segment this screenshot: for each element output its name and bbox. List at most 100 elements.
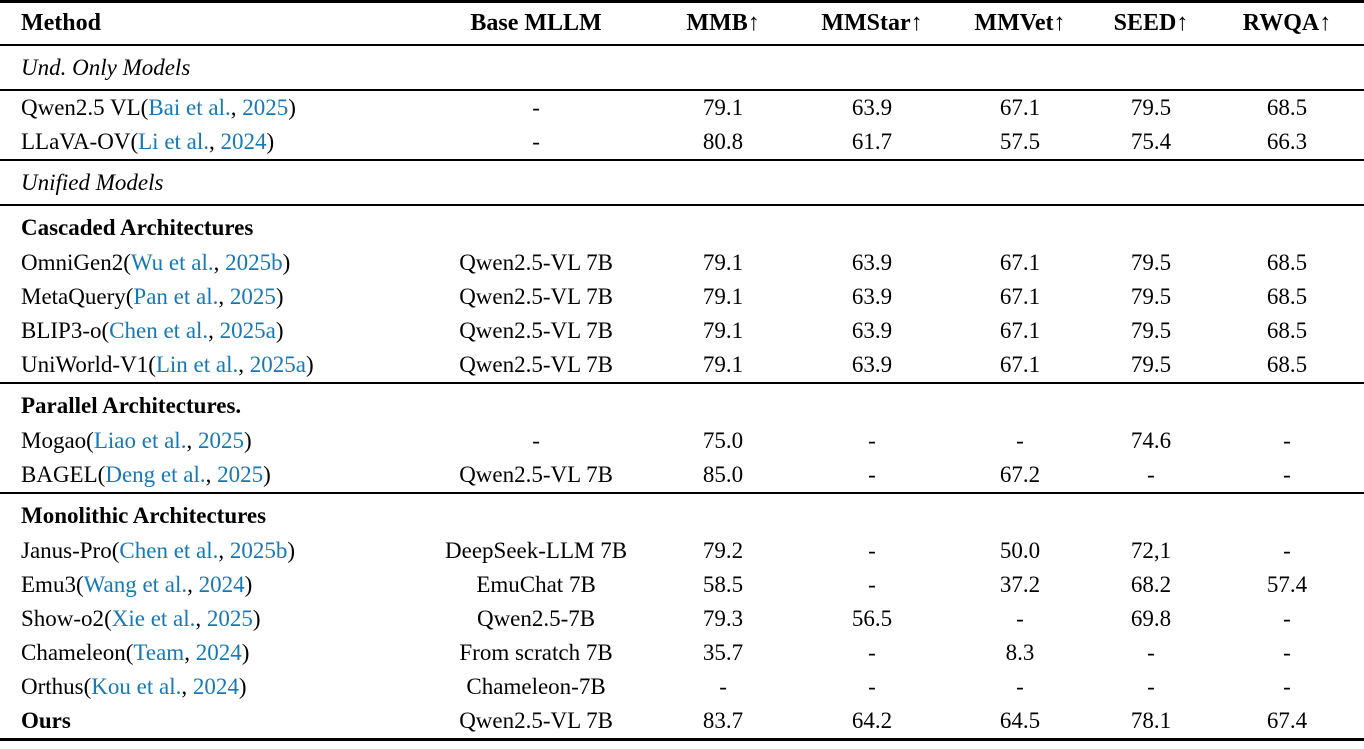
- citation-author-link[interactable]: Wu et al.: [130, 250, 214, 275]
- metric-cell: 79.5: [1091, 89, 1210, 125]
- metric-cell: 69.8: [1130, 606, 1172, 631]
- metric-cell: 58.5: [702, 572, 744, 597]
- metric-cell: 67.2: [999, 462, 1041, 487]
- metric-cell: 72,1: [1130, 538, 1172, 563]
- citation-year-link[interactable]: 2025a: [249, 352, 306, 377]
- metric-cell: 75.0: [702, 428, 744, 453]
- base-mllm-cell: Qwen2.5-VL 7B: [459, 284, 613, 309]
- metric-cell: 78.1: [1130, 708, 1172, 733]
- method-cell: UniWorld-V1(Lin et al., 2025a): [21, 352, 314, 377]
- metric-cell: 35.7: [702, 640, 744, 665]
- metric-cell: 79.5: [1130, 250, 1172, 275]
- base-mllm-cell: -: [532, 129, 540, 154]
- header-row: Method Base MLLM MMB↑ MMStar↑ MMVet↑ SEE…: [0, 1, 1364, 46]
- metric-cell: -: [1016, 674, 1024, 699]
- method-cell: OmniGen2(Wu et al., 2025b): [21, 250, 291, 275]
- metric-cell: -: [1283, 462, 1291, 487]
- citation-year-link[interactable]: 2025: [197, 428, 244, 453]
- col-header-mmb: MMB↑: [650, 1, 797, 46]
- metric-cell: 63.9: [851, 284, 893, 309]
- base-mllm-cell: From scratch 7B: [459, 640, 613, 665]
- metric-cell: -: [1283, 674, 1291, 699]
- table-body: Und. Only Models Qwen2.5 VL(Bai et al., 2…: [0, 44, 1364, 740]
- metric-cell: 79.1: [702, 284, 744, 309]
- metric-cell: 79.5: [1130, 352, 1172, 377]
- base-mllm-cell: Chameleon-7B: [466, 674, 606, 699]
- citation-author-link[interactable]: Kou et al.: [91, 674, 182, 699]
- citation-author-link[interactable]: Chen et al.: [109, 318, 209, 343]
- metric-cell: 68.5: [1266, 250, 1308, 275]
- metric-cell: 83.7: [702, 708, 744, 733]
- citation-year-link[interactable]: 2025b: [225, 250, 283, 275]
- metric-cell: 67.1: [999, 284, 1041, 309]
- table-row: BAGEL(Deng et al., 2025) Qwen2.5-VL 7B 85.…: [0, 458, 1364, 493]
- table-row: Janus-Pro(Chen et al., 2025b) DeepSeek-LL…: [0, 534, 1364, 568]
- metric-cell: 79.1: [702, 318, 744, 343]
- citation-author-link[interactable]: Xie et al.: [111, 606, 196, 631]
- citation-author-link[interactable]: Bai et al.: [148, 95, 231, 120]
- metric-cell: 85.0: [702, 462, 744, 487]
- metric-cell: 57.4: [1266, 572, 1308, 597]
- metric-cell: 67.1: [999, 352, 1041, 377]
- citation-author-link[interactable]: Wang et al.: [83, 572, 188, 597]
- citation-year-link[interactable]: 2025: [229, 284, 276, 309]
- base-mllm-cell: Qwen2.5-VL 7B: [459, 462, 613, 487]
- metric-cell: 68.5: [1266, 318, 1308, 343]
- citation-author-link[interactable]: Li et al.: [138, 129, 210, 154]
- col-header-mmvet: MMVet↑: [947, 1, 1092, 46]
- group-label: Parallel Architectures.: [0, 382, 1364, 424]
- metric-cell: 67.1: [947, 89, 1092, 125]
- table-row: Show-o2(Xie et al., 2025) Qwen2.5-7B 79.3 5…: [0, 602, 1364, 636]
- citation-year-link[interactable]: 2025b: [229, 538, 288, 563]
- method-cell: MetaQuery(Pan et al., 2025): [21, 284, 284, 309]
- col-header-seed: SEED↑: [1091, 1, 1210, 46]
- base-mllm-cell: DeepSeek-LLM 7B: [445, 538, 628, 563]
- method-cell: BLIP3-o(Chen et al., 2025a): [21, 318, 284, 343]
- citation-year-link[interactable]: 2025: [242, 95, 289, 120]
- base-mllm-cell: EmuChat 7B: [476, 572, 596, 597]
- citation-year-link[interactable]: 2025: [206, 606, 253, 631]
- method-cell: Show-o2(Xie et al., 2025): [21, 606, 261, 631]
- section-label: Unified Models: [0, 159, 1364, 205]
- base-mllm-cell: -: [422, 89, 651, 125]
- base-mllm-cell: Qwen2.5-7B: [476, 606, 596, 631]
- citation-year-link[interactable]: 2024: [195, 640, 242, 665]
- citation-year-link[interactable]: 2025a: [219, 318, 276, 343]
- metric-cell: -: [1283, 640, 1291, 665]
- metric-cell: 79.1: [650, 89, 797, 125]
- metric-cell: 61.7: [851, 129, 893, 154]
- citation-year-link[interactable]: 2024: [220, 129, 267, 154]
- table-row: LLaVA-OV(Li et al., 2024) - 80.8 61.7 57.5 75…: [0, 125, 1364, 160]
- group-row: Cascaded Architectures: [0, 204, 1364, 246]
- table-row: BLIP3-o(Chen et al., 2025a) Qwen2.5-VL 7B…: [0, 314, 1364, 348]
- citation-author-link[interactable]: Chen et al.: [119, 538, 219, 563]
- citation-year-link[interactable]: 2025: [217, 462, 264, 487]
- metric-cell: 67.1: [999, 250, 1041, 275]
- metric-cell: 68.5: [1209, 89, 1364, 125]
- metric-cell: 57.5: [999, 129, 1041, 154]
- table-row: OmniGen2(Wu et al., 2025b) Qwen2.5-VL 7B 7…: [0, 246, 1364, 280]
- citation-author-link[interactable]: Team: [133, 640, 185, 665]
- citation-author-link[interactable]: Lin et al.: [155, 352, 239, 377]
- metric-cell: 79.5: [1130, 284, 1172, 309]
- method-cell: Mogao(Liao et al., 2025): [21, 428, 252, 453]
- table-row: Chameleon(Team, 2024) From scratch 7B 35.7…: [0, 636, 1364, 670]
- col-header-method: Method: [0, 1, 423, 46]
- citation-author-link[interactable]: Deng et al.: [105, 462, 206, 487]
- metric-cell: 50.0: [999, 538, 1041, 563]
- metric-cell: 63.9: [796, 89, 948, 125]
- group-label: Cascaded Architectures: [0, 204, 1364, 246]
- metric-cell: 67.1: [999, 318, 1041, 343]
- table-row: Ours Qwen2.5-VL 7B 83.7 64.2 64.5 78.1 67.4: [0, 704, 1364, 740]
- metric-cell: -: [1283, 428, 1291, 453]
- method-cell: BAGEL(Deng et al., 2025): [21, 462, 271, 487]
- metric-cell: 79.5: [1130, 318, 1172, 343]
- citation-author-link[interactable]: Pan et al.: [133, 284, 219, 309]
- metric-cell: 8.3: [1005, 640, 1035, 665]
- metric-cell: 56.5: [851, 606, 893, 631]
- citation-year-link[interactable]: 2024: [192, 674, 239, 699]
- citation-author-link[interactable]: Liao et al.: [93, 428, 187, 453]
- table-row: Qwen2.5 VL(Bai et al., 2025) -79.1 63.9 67.…: [0, 89, 1364, 125]
- citation-year-link[interactable]: 2024: [198, 572, 245, 597]
